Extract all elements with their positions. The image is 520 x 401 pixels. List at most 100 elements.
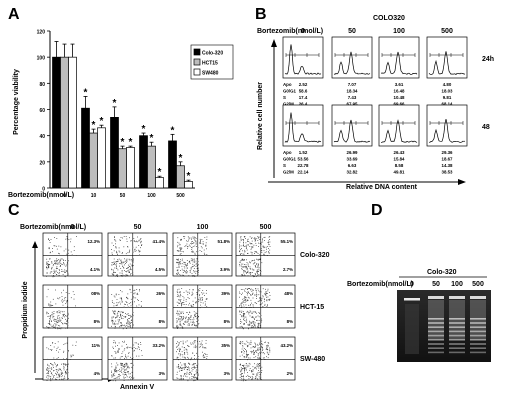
c-dot (262, 357, 264, 359)
c-dot (256, 366, 258, 368)
c-dot (256, 272, 258, 274)
c-dot (50, 327, 51, 329)
c-dot (245, 299, 247, 301)
c-dot (63, 270, 65, 272)
c-dot (253, 350, 255, 352)
d-ladder-band (428, 334, 444, 337)
c-dot (178, 324, 180, 326)
c-dot (46, 258, 48, 260)
c-dot (117, 261, 119, 262)
c-dot (54, 272, 56, 274)
c-dose-label: 500 (260, 224, 272, 231)
c-dot (181, 305, 182, 307)
c-dot (205, 340, 207, 341)
a-x-prefix: Bortezomib(nmol/L) (8, 192, 74, 199)
c-dot (177, 341, 178, 343)
c-cell-line-label: SW-480 (300, 356, 325, 363)
c-dot (132, 261, 134, 263)
c-dot (243, 313, 244, 315)
c-dot (126, 347, 128, 348)
c-dot (58, 259, 59, 261)
c-dot (193, 265, 195, 267)
b-timepoint-label: 48 (482, 124, 490, 131)
c-dot (200, 346, 201, 348)
c-dot (194, 375, 195, 376)
c-dot (120, 315, 121, 316)
c-dot (241, 372, 243, 374)
c-dot (197, 316, 199, 318)
c-dot (113, 264, 114, 265)
c-dot (179, 247, 181, 249)
c-dot (131, 362, 133, 364)
c-dot (197, 372, 198, 373)
c-dot (66, 236, 68, 237)
c-dot (61, 258, 63, 260)
c-dot (176, 374, 178, 375)
c-dot (122, 312, 124, 313)
c-dot (61, 270, 63, 272)
c-dot (177, 259, 179, 261)
c-dot (195, 324, 197, 326)
c-dot (123, 316, 125, 317)
c-dot (53, 313, 55, 314)
c-dot (245, 288, 247, 290)
c-dot (205, 298, 207, 300)
c-dot (133, 293, 135, 295)
c-dot (58, 351, 59, 353)
c-dot (122, 312, 123, 314)
c-dot (247, 263, 249, 265)
c-dot (57, 320, 59, 322)
c-dot (190, 243, 192, 244)
c-dot (57, 364, 58, 366)
c-dot (111, 268, 112, 270)
c-dot (179, 368, 180, 370)
c-dot (56, 370, 58, 372)
c-dot (196, 251, 198, 253)
c-x-axis-label: Annexin V (120, 384, 155, 391)
c-dot (122, 325, 124, 326)
c-dot (239, 306, 240, 308)
c-dot (193, 346, 195, 348)
c-dot (198, 270, 199, 271)
c-dot (127, 379, 129, 381)
c-dot (185, 304, 187, 305)
c-dot (55, 319, 57, 321)
c-dot (195, 316, 197, 317)
c-dot (48, 265, 50, 267)
c-dot (195, 242, 197, 244)
c-dot (190, 316, 192, 317)
c-dot (60, 376, 62, 378)
c-dot (258, 358, 260, 359)
b-histogram-trace (380, 51, 418, 75)
c-dot (185, 290, 187, 292)
c-dot (55, 324, 56, 326)
c-dot (244, 289, 245, 291)
c-dot (66, 319, 68, 321)
c-dot (59, 270, 60, 272)
c-dot (205, 353, 206, 355)
c-dot (177, 292, 179, 293)
c-dot (139, 254, 140, 256)
c-dot (256, 290, 257, 292)
c-dot (254, 342, 256, 344)
c-dot (184, 270, 186, 272)
c-dot (186, 269, 187, 271)
c-dot (183, 363, 185, 365)
c-dot (58, 245, 60, 247)
c-dot (264, 255, 266, 256)
c-dot (253, 311, 255, 313)
c-dot (239, 245, 240, 247)
c-dot (257, 357, 259, 359)
c-dot (257, 259, 259, 261)
c-dot (115, 275, 116, 277)
c-dot (120, 268, 122, 269)
c-dot (260, 258, 261, 260)
c-dot (265, 348, 267, 350)
c-dot (194, 380, 196, 381)
c-dot (192, 259, 193, 261)
c-dot (259, 297, 261, 299)
c-dot (243, 348, 245, 349)
c-dot (134, 289, 136, 291)
c-dot (127, 371, 129, 373)
c-dot (250, 377, 251, 378)
